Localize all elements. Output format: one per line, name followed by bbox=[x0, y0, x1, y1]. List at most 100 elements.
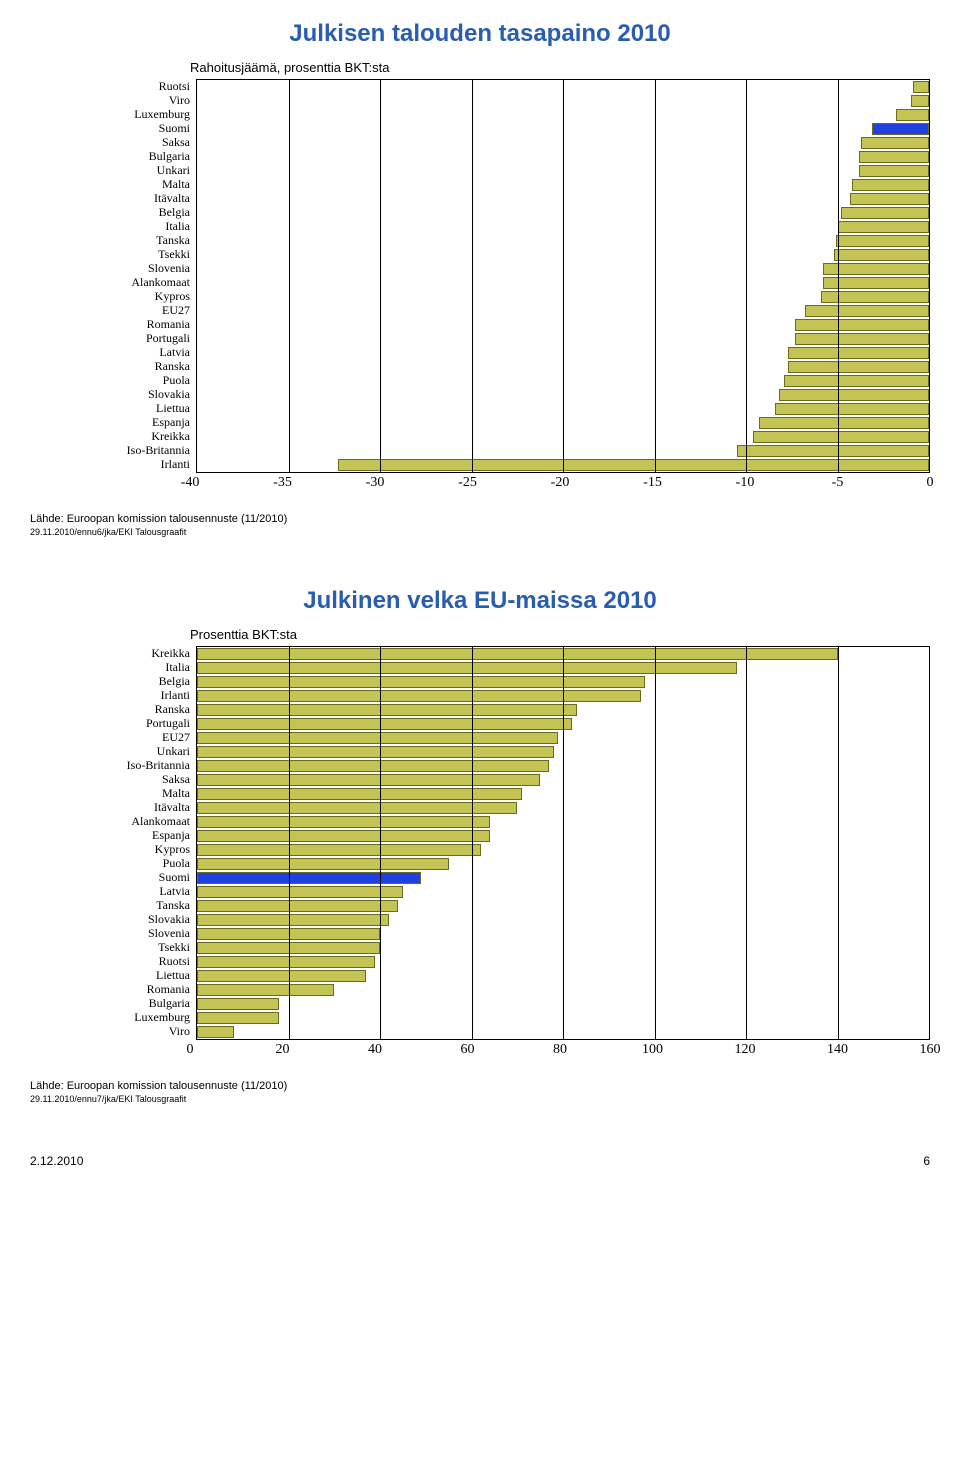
bar bbox=[823, 277, 929, 289]
footer-page: 6 bbox=[923, 1154, 930, 1168]
axis-label: Latvia bbox=[30, 345, 190, 359]
x-tick-label: -5 bbox=[832, 475, 844, 491]
bar bbox=[197, 998, 279, 1010]
x-tick-label: 0 bbox=[187, 1042, 194, 1058]
axis-label: Liettua bbox=[30, 401, 190, 415]
axis-label: EU27 bbox=[30, 303, 190, 317]
x-tick-label: 40 bbox=[368, 1042, 382, 1058]
bar bbox=[197, 788, 522, 800]
bar bbox=[197, 718, 572, 730]
bar bbox=[788, 361, 929, 373]
bar bbox=[197, 648, 838, 660]
chart1: Julkisen talouden tasapaino 2010 Rahoitu… bbox=[30, 20, 930, 537]
chart2-area: KreikkaItaliaBelgiaIrlantiRanskaPortugal… bbox=[30, 646, 930, 1040]
x-tick-label: -35 bbox=[273, 475, 292, 491]
axis-label: Slovakia bbox=[30, 912, 190, 926]
bar bbox=[197, 886, 403, 898]
bar bbox=[913, 81, 929, 93]
x-tick-label: -40 bbox=[181, 475, 200, 491]
axis-label: Unkari bbox=[30, 744, 190, 758]
chart2-source: Lähde: Euroopan komission talousennuste … bbox=[30, 1080, 930, 1092]
axis-label: Slovakia bbox=[30, 387, 190, 401]
axis-label: Malta bbox=[30, 177, 190, 191]
bar bbox=[338, 459, 929, 471]
chart1-area: RuotsiViroLuxemburgSuomiSaksaBulgariaUnk… bbox=[30, 79, 930, 473]
bar bbox=[852, 179, 929, 191]
bar bbox=[197, 704, 577, 716]
axis-label: Ranska bbox=[30, 702, 190, 716]
axis-label: Saksa bbox=[30, 135, 190, 149]
axis-label: Ruotsi bbox=[30, 954, 190, 968]
chart1-xticks: -40-35-30-25-20-15-10-50 bbox=[190, 473, 930, 493]
bar bbox=[197, 970, 366, 982]
chart1-subtitle: Rahoitusjäämä, prosenttia BKT:sta bbox=[190, 60, 930, 75]
bar bbox=[805, 305, 929, 317]
axis-label: Itävalta bbox=[30, 191, 190, 205]
axis-label: Luxemburg bbox=[30, 1010, 190, 1024]
axis-label: Irlanti bbox=[30, 457, 190, 471]
x-tick-label: 20 bbox=[276, 1042, 290, 1058]
x-tick-label: 100 bbox=[642, 1042, 663, 1058]
bar bbox=[836, 235, 929, 247]
bar bbox=[859, 165, 929, 177]
chart1-source: Lähde: Euroopan komission talousennuste … bbox=[30, 513, 930, 525]
x-tick-label: -10 bbox=[736, 475, 755, 491]
bar bbox=[838, 221, 930, 233]
bar bbox=[841, 207, 929, 219]
chart2: Julkinen velka EU-maissa 2010 Prosenttia… bbox=[30, 587, 930, 1104]
x-tick-label: -30 bbox=[366, 475, 385, 491]
x-tick-label: 60 bbox=[461, 1042, 475, 1058]
chart1-labels: RuotsiViroLuxemburgSuomiSaksaBulgariaUnk… bbox=[30, 79, 196, 473]
axis-label: Itävalta bbox=[30, 800, 190, 814]
x-tick-label: 140 bbox=[827, 1042, 848, 1058]
bar bbox=[823, 263, 929, 275]
bar bbox=[850, 193, 929, 205]
chart1-plot bbox=[196, 79, 930, 473]
bar bbox=[197, 830, 490, 842]
axis-label: Iso-Britannia bbox=[30, 443, 190, 457]
bar bbox=[872, 123, 929, 135]
chart1-title: Julkisen talouden tasapaino 2010 bbox=[30, 20, 930, 48]
axis-label: Portugali bbox=[30, 331, 190, 345]
page-footer: 2.12.2010 6 bbox=[30, 1154, 930, 1168]
bar bbox=[197, 802, 517, 814]
axis-label: Kreikka bbox=[30, 646, 190, 660]
axis-label: Kypros bbox=[30, 842, 190, 856]
bar bbox=[795, 333, 929, 345]
bar bbox=[784, 375, 929, 387]
chart1-footnote: 29.11.2010/ennu6/jka/EKI Talousgraafit bbox=[30, 527, 930, 537]
bar bbox=[197, 956, 375, 968]
bar bbox=[197, 844, 481, 856]
axis-label: Saksa bbox=[30, 772, 190, 786]
axis-label: Suomi bbox=[30, 121, 190, 135]
axis-label: Italia bbox=[30, 660, 190, 674]
axis-label: Romania bbox=[30, 317, 190, 331]
axis-label: Tanska bbox=[30, 233, 190, 247]
chart2-title: Julkinen velka EU-maissa 2010 bbox=[30, 587, 930, 615]
bar bbox=[896, 109, 929, 121]
chart2-labels: KreikkaItaliaBelgiaIrlantiRanskaPortugal… bbox=[30, 646, 196, 1040]
chart2-subtitle: Prosenttia BKT:sta bbox=[190, 627, 930, 642]
x-tick-label: -20 bbox=[551, 475, 570, 491]
bar bbox=[737, 445, 929, 457]
axis-label: Alankomaat bbox=[30, 814, 190, 828]
x-tick-label: -15 bbox=[643, 475, 662, 491]
x-tick-label: 120 bbox=[735, 1042, 756, 1058]
axis-label: Espanja bbox=[30, 828, 190, 842]
axis-label: Italia bbox=[30, 219, 190, 233]
chart2-footnote: 29.11.2010/ennu7/jka/EKI Talousgraafit bbox=[30, 1094, 930, 1104]
axis-label: Espanja bbox=[30, 415, 190, 429]
bar bbox=[197, 732, 558, 744]
bar bbox=[911, 95, 929, 107]
bar bbox=[197, 914, 389, 926]
bar bbox=[788, 347, 929, 359]
axis-label: Bulgaria bbox=[30, 996, 190, 1010]
axis-label: Puola bbox=[30, 373, 190, 387]
axis-label: Bulgaria bbox=[30, 149, 190, 163]
axis-label: Suomi bbox=[30, 870, 190, 884]
bar bbox=[753, 431, 929, 443]
axis-label: Tanska bbox=[30, 898, 190, 912]
bar bbox=[775, 403, 929, 415]
axis-label: Slovenia bbox=[30, 261, 190, 275]
bar bbox=[197, 690, 641, 702]
